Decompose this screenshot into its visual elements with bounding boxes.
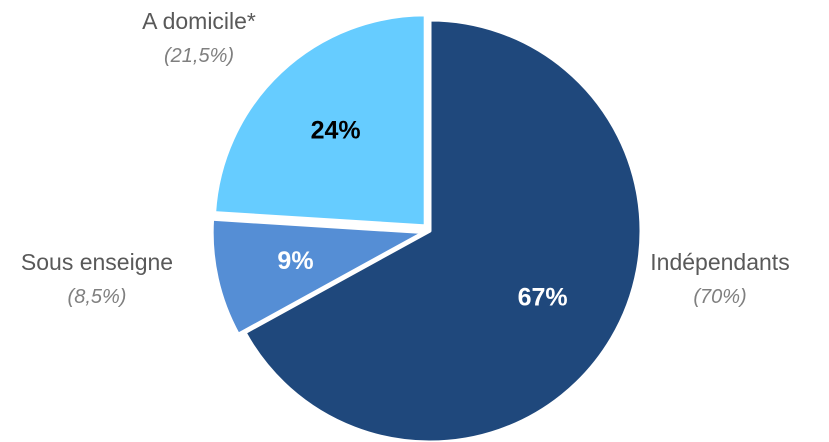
- slice-value-label-independants: 67%: [518, 284, 568, 312]
- pie-slice-sous-enseigne: [210, 217, 425, 336]
- slice-category-label-independants: Indépendants: [650, 249, 789, 275]
- pie-slice-a-domicile: [213, 13, 427, 228]
- pie-slices: [210, 13, 643, 442]
- slice-note-label-independants: (70%): [693, 286, 746, 308]
- slice-note-label-a-domicile: (21,5%): [164, 45, 234, 67]
- slice-value-label-sous-enseigne: 9%: [277, 247, 313, 275]
- pie-slice-independants: [243, 18, 643, 442]
- pie-labels: 67% Indépendants (70%) 9% Sous enseigne (8,5%…: [21, 8, 790, 312]
- slice-category-label-sous-enseigne: Sous enseigne: [21, 249, 173, 275]
- slice-value-label-a-domicile: 24%: [311, 117, 361, 145]
- slice-category-label-a-domicile: A domicile*: [142, 8, 256, 34]
- slice-note-label-sous-enseigne: (8,5%): [68, 286, 127, 308]
